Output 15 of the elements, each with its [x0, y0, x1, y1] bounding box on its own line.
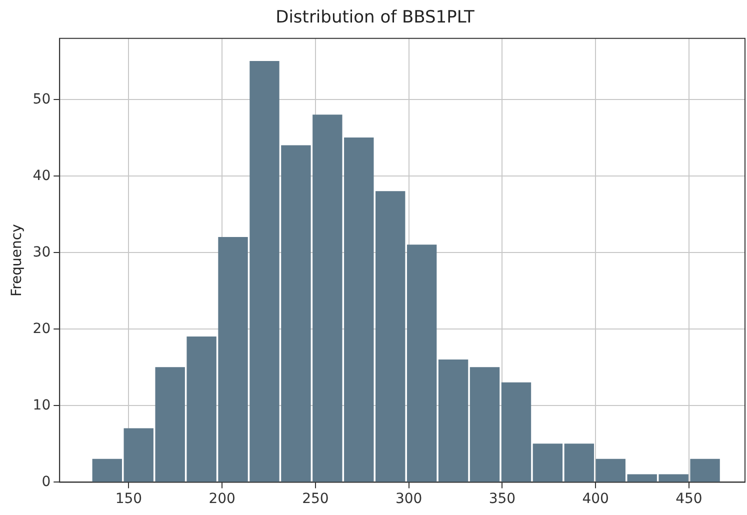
y-tick-label: 0 — [42, 474, 51, 490]
chart-title: Distribution of BBS1PLT — [276, 8, 475, 28]
y-axis-title: Frequency — [9, 224, 26, 296]
x-tick-label: 200 — [208, 491, 236, 508]
x-tick-label: 150 — [115, 491, 142, 508]
x-tick-label: 400 — [582, 491, 609, 508]
y-tick-label: 40 — [32, 168, 51, 184]
x-tick-label: 450 — [676, 491, 702, 508]
y-tick-label: 10 — [32, 397, 51, 414]
x-tick-label: 350 — [488, 491, 516, 508]
y-tick-label: 50 — [32, 91, 51, 108]
x-tick-label: 300 — [395, 491, 422, 508]
y-tick-label: 30 — [32, 244, 51, 260]
x-tick-label: 250 — [302, 491, 329, 508]
y-tick-label: 20 — [32, 320, 51, 337]
